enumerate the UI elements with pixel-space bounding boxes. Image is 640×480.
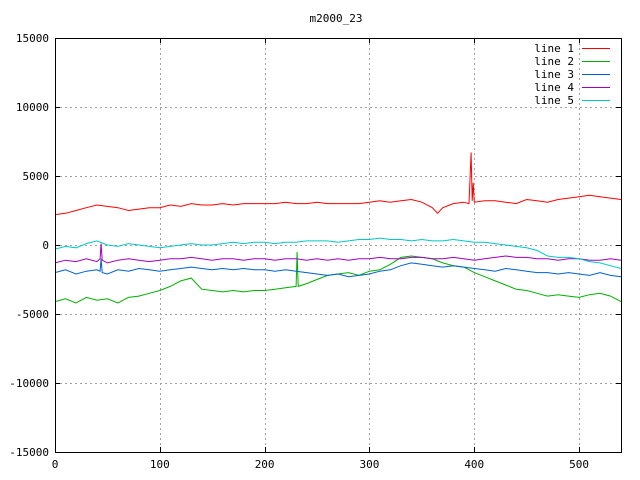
series-line-1	[54, 152, 622, 216]
legend-label: line 4	[534, 81, 574, 94]
legend-label: line 3	[534, 68, 574, 81]
y-tick-label: -5000	[16, 308, 49, 321]
x-tick-label: 300	[360, 458, 380, 471]
y-tick-label: 0	[42, 239, 49, 252]
y-tick-label: 10000	[16, 101, 49, 114]
chart-title: m2000_23	[310, 12, 363, 25]
series-group	[54, 152, 622, 304]
y-tick-label: -15000	[9, 446, 49, 459]
x-tick-label: 400	[464, 458, 484, 471]
x-tick-label: 100	[150, 458, 170, 471]
legend-label: line 5	[534, 94, 574, 107]
grid	[55, 38, 621, 452]
series-line-2	[54, 251, 622, 304]
series-line-5	[54, 237, 622, 269]
series-line-3	[54, 258, 622, 278]
series-line-4	[54, 243, 622, 264]
x-tick-label: 0	[52, 458, 59, 471]
y-tick-label: 5000	[23, 170, 50, 183]
y-tick-label: -10000	[9, 377, 49, 390]
y-tick-label: 15000	[16, 32, 49, 45]
x-tick-label: 500	[569, 458, 589, 471]
axis-ticks: 0 100 200 300 400 500 -15000 -10000 -5000 0 5000 10…	[9, 32, 621, 471]
legend-label: line 1	[534, 42, 574, 55]
x-tick-label: 200	[255, 458, 275, 471]
legend-label: line 2	[534, 55, 574, 68]
